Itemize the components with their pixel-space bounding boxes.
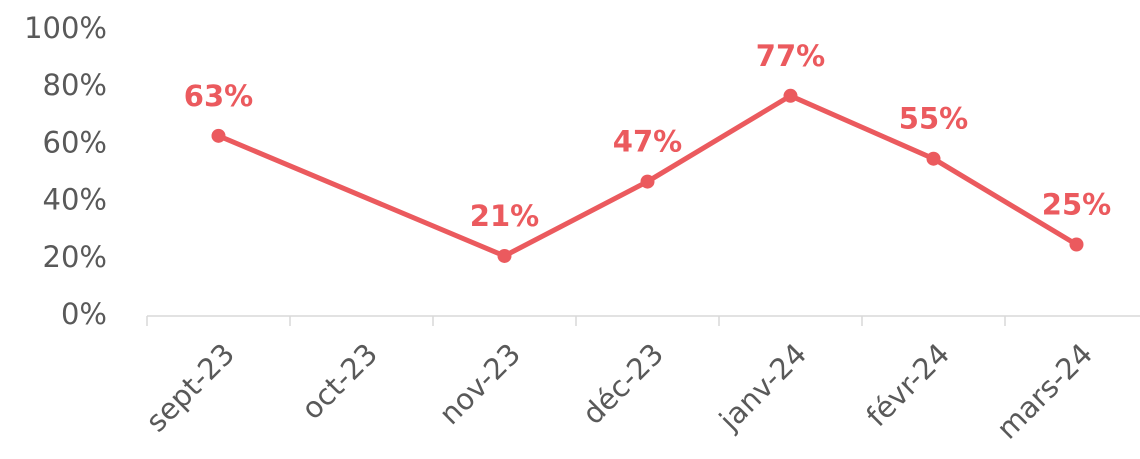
point — [783, 88, 798, 103]
point — [926, 151, 941, 166]
data-label: 77% — [756, 39, 825, 73]
x-tick-label: sept-23 — [139, 337, 241, 439]
data-label: 25% — [1042, 188, 1111, 222]
y-tick-label: 40% — [43, 183, 107, 217]
y-tick-label: 80% — [43, 68, 107, 102]
y-tick-label: 100% — [24, 11, 107, 45]
data-label: 55% — [899, 102, 968, 136]
point — [211, 128, 226, 143]
data-label: 47% — [613, 125, 682, 159]
point — [1069, 237, 1084, 252]
x-tick-label: mars-24 — [990, 337, 1099, 446]
x-tick-label: janv-24 — [712, 337, 813, 438]
x-tick-label: nov-23 — [432, 337, 527, 432]
data-label: 63% — [184, 79, 253, 113]
point — [497, 248, 512, 263]
x-tick-label: févr-24 — [859, 337, 956, 434]
x-tick-label: déc-23 — [576, 337, 670, 431]
line — [217, 93, 1078, 259]
x-tick-label: oct-23 — [295, 337, 384, 426]
y-tick-label: 60% — [43, 125, 107, 159]
point — [640, 174, 655, 189]
y-tick-label: 0% — [61, 297, 107, 331]
data-label: 21% — [470, 199, 539, 233]
y-tick-label: 20% — [43, 240, 107, 274]
